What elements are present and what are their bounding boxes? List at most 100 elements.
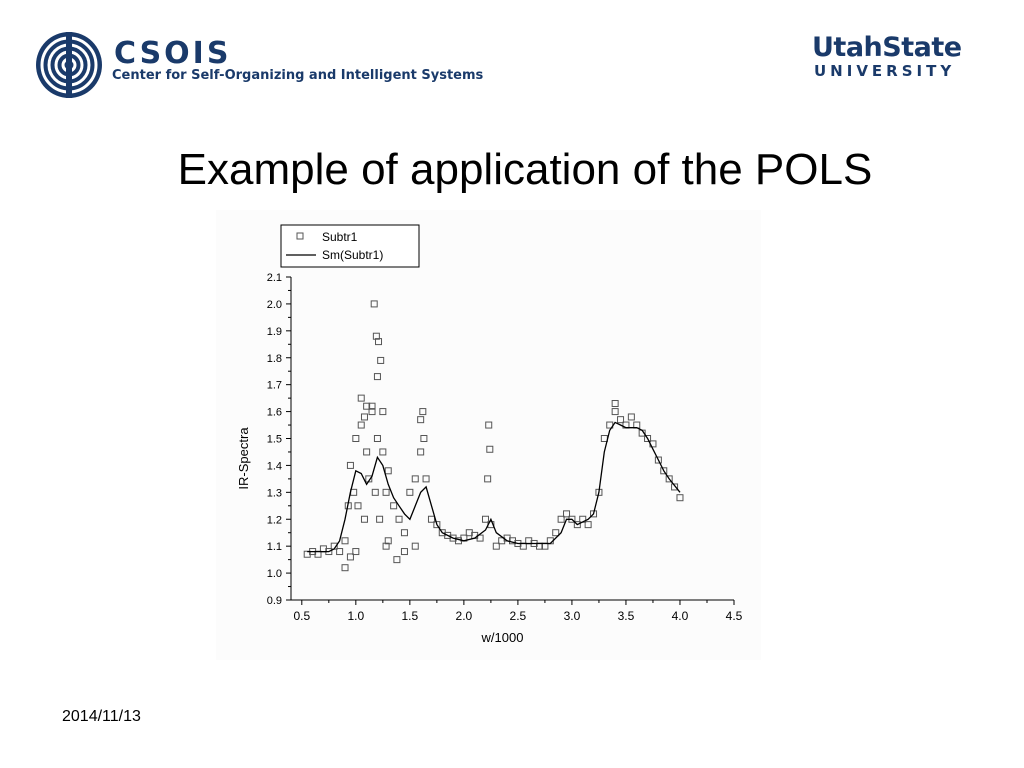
usu-logo-line1: UtahState [812,32,962,63]
data-point [393,556,401,564]
data-point [427,515,435,523]
data-point [384,537,392,545]
data-point [379,408,387,416]
data-point [357,421,365,429]
data-point [352,435,360,442]
data-point [485,421,493,429]
csois-logo: CSOIS Center for Self-Organizing and Int… [34,30,484,100]
x-tick-label: 2.0 [456,609,473,623]
y-tick-label: 0.9 [267,595,282,607]
data-point [400,529,408,537]
y-axis-label: IR-Spectra [236,427,251,490]
data-point [390,502,398,510]
legend-label-smooth: Sm(Subtr1) [322,248,383,262]
data-point [370,300,378,308]
data-point [341,564,349,572]
usu-logo-line2: UNIVERSITY [814,62,956,80]
legend-label-subtr1: Subtr1 [322,230,358,244]
data-point [336,548,344,556]
y-tick-label: 1.0 [267,568,282,580]
scatter-series [303,300,684,572]
chart-legend: Subtr1 Sm(Subtr1) [280,224,420,268]
data-point [611,400,619,408]
smooth-series [307,421,681,553]
data-point [373,373,381,381]
data-point [563,510,571,518]
data-point [360,413,368,421]
x-tick-label: 3.5 [618,609,635,623]
data-point [476,534,484,542]
y-tick-label: 1.2 [267,514,282,526]
x-tick-label: 3.0 [564,609,581,623]
y-tick-label: 1.6 [267,407,282,419]
x-axis-label: w/1000 [481,630,524,645]
y-tick-label: 1.7 [267,380,282,392]
data-point [584,521,592,529]
data-point [484,475,492,483]
data-point [360,515,368,523]
x-tick-label: 2.5 [510,609,527,623]
data-point [611,408,619,416]
data-point [590,510,598,518]
data-point [373,435,381,442]
data-point [492,542,500,550]
data-point [552,529,560,537]
data-point [363,448,371,456]
data-point [368,402,376,410]
footer-date: 2014/11/13 [62,708,141,725]
data-point [660,467,668,475]
data-point [654,456,662,464]
data-point [419,408,427,416]
chart-container: 0.5 1.0 1.5 2.0 2.5 3.0 3.5 4.0 4.5 0.9 1.0 1.1 1.2 1… [216,210,761,660]
csois-tagline: Center for Self-Organizing and Intellige… [112,68,484,83]
data-point [676,494,684,502]
usu-logo: UtahState UNIVERSITY [812,32,977,82]
data-point [376,515,384,523]
y-tick-label: 2.0 [267,299,282,311]
data-point [411,542,419,550]
data-point [368,408,376,416]
data-point [346,553,354,561]
smooth-line [307,421,681,553]
data-point [417,448,425,456]
data-point [617,416,625,424]
chart-axes: 0.5 1.0 1.5 2.0 2.5 3.0 3.5 4.0 4.5 0.9 1.0 1.1 1.2 1… [236,272,743,645]
data-point [341,537,349,545]
y-tick-label: 2.1 [267,272,282,284]
y-tick-label: 1.3 [267,487,282,499]
data-point [411,475,419,483]
x-tick-label: 4.5 [726,609,743,623]
csois-wordmark: CSOIS [114,36,232,71]
data-point [486,445,494,453]
data-point [371,488,379,496]
data-point [357,394,365,402]
data-point [420,435,428,442]
data-point [422,475,430,483]
data-point [346,461,354,469]
x-tick-label: 1.5 [402,609,419,623]
data-point [372,332,380,340]
y-tick-label: 1.8 [267,353,282,365]
data-point [665,475,673,483]
data-point [395,515,403,523]
x-tick-label: 1.0 [347,609,364,623]
data-point [400,548,408,556]
data-point [375,338,383,346]
data-point [382,488,390,496]
data-point [600,435,608,442]
data-point [354,502,362,510]
slide-title: Example of application of the POLS [177,145,873,194]
csois-seal-icon [36,32,102,98]
data-point [644,435,652,442]
data-point [481,515,489,523]
data-point [352,548,360,556]
legend-marker-subtr1 [296,232,304,240]
ir-spectra-chart: 0.5 1.0 1.5 2.0 2.5 3.0 3.5 4.0 4.5 0.9 1.0 1.1 1.2 1… [236,224,743,645]
data-point [557,515,565,523]
legend-box [280,224,420,268]
data-point [363,402,371,410]
y-tick-label: 1.9 [267,326,282,338]
data-point [406,488,414,496]
y-tick-label: 1.5 [267,434,282,446]
data-point [384,467,392,475]
